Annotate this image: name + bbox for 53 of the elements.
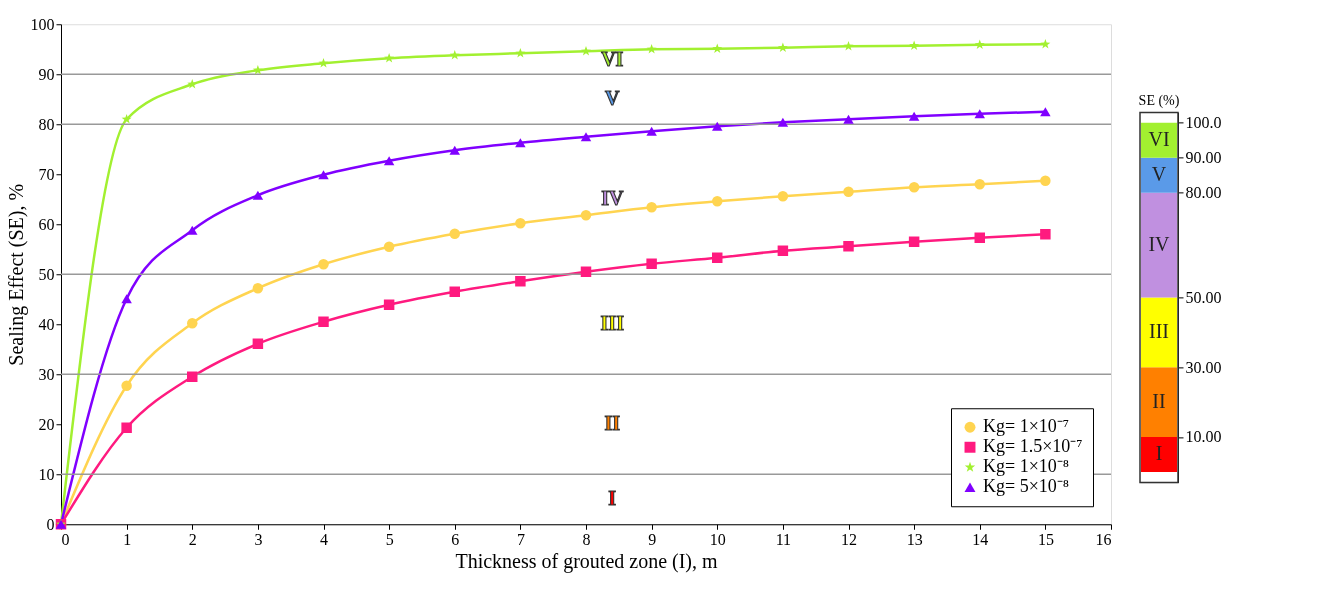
y-tick-label: 100 xyxy=(30,15,55,33)
annotation: IV xyxy=(601,187,624,210)
x-tick-label: 10 xyxy=(709,530,726,548)
annotation: III xyxy=(600,312,625,335)
x-tick-label: 1 xyxy=(123,530,132,548)
legend-label: Kg= 1×10⁻⁷ xyxy=(983,416,1070,437)
series-label: III xyxy=(1149,320,1169,343)
series-label: VI xyxy=(1148,128,1170,151)
series-label: V xyxy=(1151,163,1167,186)
y-tick-label: 0 xyxy=(46,515,55,533)
y-tick-label: 80.00 xyxy=(1185,184,1222,202)
y-tick-label: 90 xyxy=(38,65,55,83)
x-tick-label: 6 xyxy=(451,530,460,548)
annotation: VI xyxy=(601,48,624,71)
y-tick-label: 30.00 xyxy=(1185,358,1222,376)
annotation: II xyxy=(604,412,621,435)
x-tick-label: 9 xyxy=(648,530,657,548)
y-tick-label: 70 xyxy=(38,165,55,183)
x-tick-label: 3 xyxy=(254,530,263,548)
x-tick-label: 13 xyxy=(906,530,923,548)
x-tick-label: 4 xyxy=(320,530,328,548)
x-tick-label: 8 xyxy=(582,530,591,548)
x-tick-label: 5 xyxy=(385,530,394,548)
x-tick-label: 2 xyxy=(188,530,197,548)
legend-label: Kg= 1.5×10⁻⁷ xyxy=(983,436,1083,457)
x-tick-label: 7 xyxy=(516,530,525,548)
chart-title: SE (%) xyxy=(1138,92,1180,109)
x-axis-title: Thickness of grouted zone (I), m xyxy=(455,549,719,573)
y-tick-label: 10.00 xyxy=(1185,428,1222,446)
y-tick-label: 100.0 xyxy=(1185,114,1222,132)
annotation: V xyxy=(605,87,621,110)
x-tick-label: 15 xyxy=(1037,530,1054,548)
annotation: I xyxy=(608,487,617,510)
y-tick-label: 60 xyxy=(38,215,55,233)
legend-label: Kg= 5×10⁻⁸ xyxy=(983,476,1070,497)
x-tick-label: 11 xyxy=(775,530,792,548)
series-label: IV xyxy=(1148,233,1171,256)
legend-label: Kg= 1×10⁻⁸ xyxy=(983,456,1070,477)
y-tick-label: 40 xyxy=(38,315,55,333)
y-tick-label: 30 xyxy=(38,365,55,383)
series-label: I xyxy=(1155,442,1163,465)
x-tick-label: 0 xyxy=(61,530,70,548)
x-tick-label: 14 xyxy=(972,530,989,548)
y-tick-label: 10 xyxy=(38,465,55,483)
y-tick-label: 20 xyxy=(38,415,55,433)
y-tick-label: 90.00 xyxy=(1185,149,1222,167)
y-tick-label: 80 xyxy=(38,115,55,133)
series-label: II xyxy=(1152,390,1166,413)
x-tick-label: 12 xyxy=(841,530,857,548)
y-tick-label: 50 xyxy=(38,265,55,283)
y-tick-label: 50.00 xyxy=(1185,288,1222,306)
x-tick-label: 16 xyxy=(1095,530,1112,548)
y-axis-title: Sealing Effect (SE), % xyxy=(4,183,28,366)
